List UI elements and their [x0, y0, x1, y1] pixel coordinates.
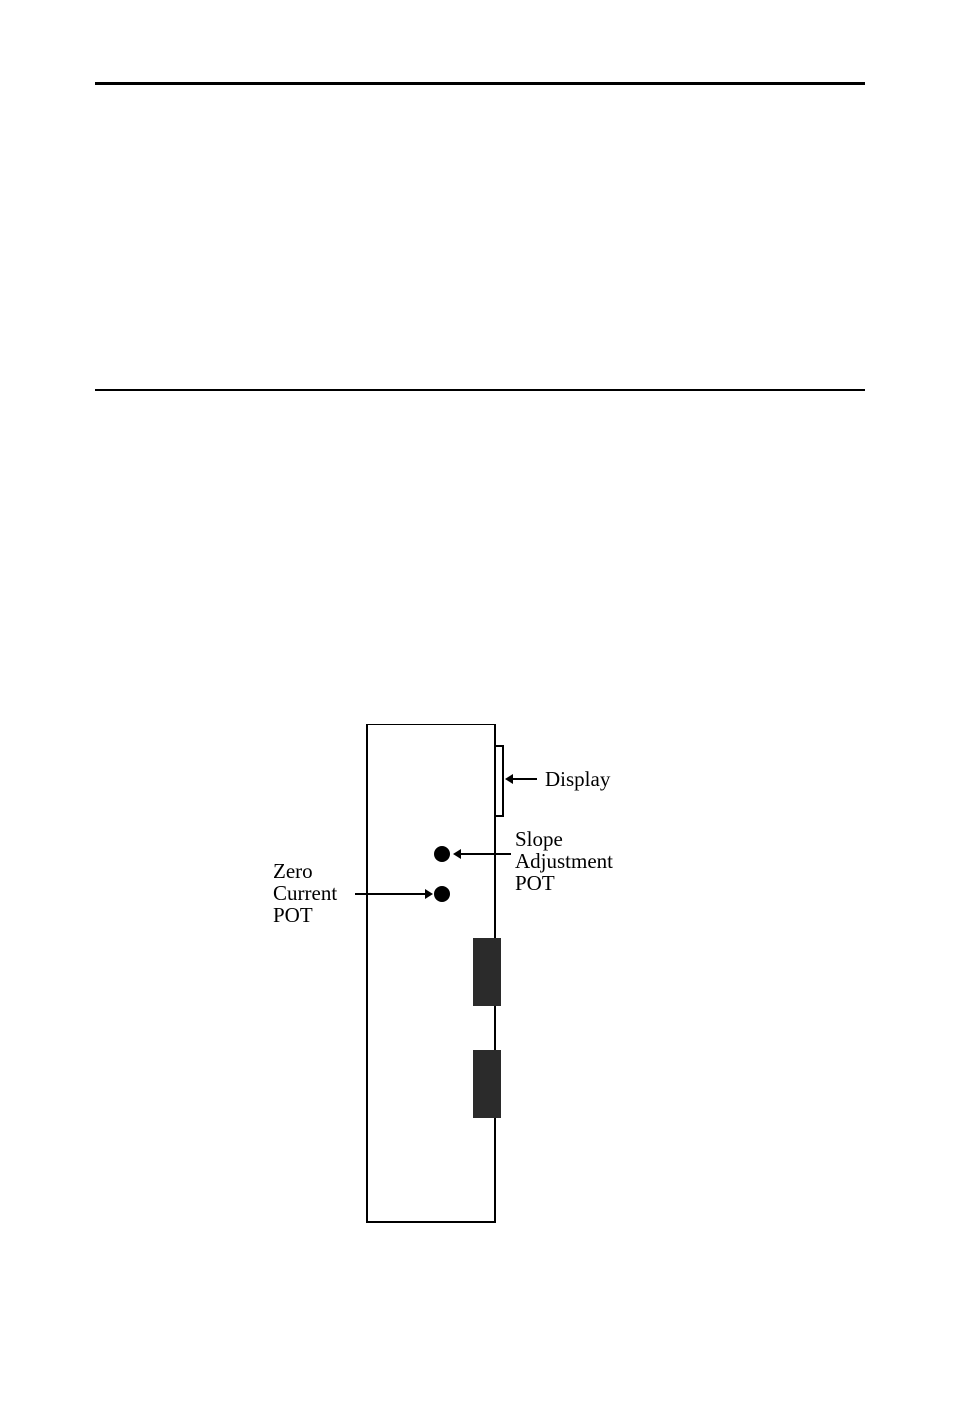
- label-zero: Zero Current POT: [273, 860, 337, 926]
- label-slope-line3: POT: [515, 871, 555, 895]
- arrow-display-head: [505, 774, 513, 784]
- page: Display Slope Adjustment POT Zero Curren…: [0, 0, 954, 1406]
- label-display: Display: [545, 768, 610, 790]
- connector-upper: [473, 938, 501, 1006]
- pcb-diagram: Display Slope Adjustment POT Zero Curren…: [267, 724, 667, 1244]
- label-slope-line1: Slope: [515, 827, 563, 851]
- label-zero-line2: Current: [273, 881, 337, 905]
- display-tab: [495, 746, 503, 816]
- pot-zero: [434, 886, 450, 902]
- rule-top: [95, 82, 865, 85]
- pot-slope: [434, 846, 450, 862]
- label-zero-line1: Zero: [273, 859, 313, 883]
- rule-mid: [95, 389, 865, 391]
- label-slope: Slope Adjustment POT: [515, 828, 613, 894]
- label-zero-line3: POT: [273, 903, 313, 927]
- connector-lower: [473, 1050, 501, 1118]
- label-slope-line2: Adjustment: [515, 849, 613, 873]
- pcb-svg: [267, 724, 667, 1244]
